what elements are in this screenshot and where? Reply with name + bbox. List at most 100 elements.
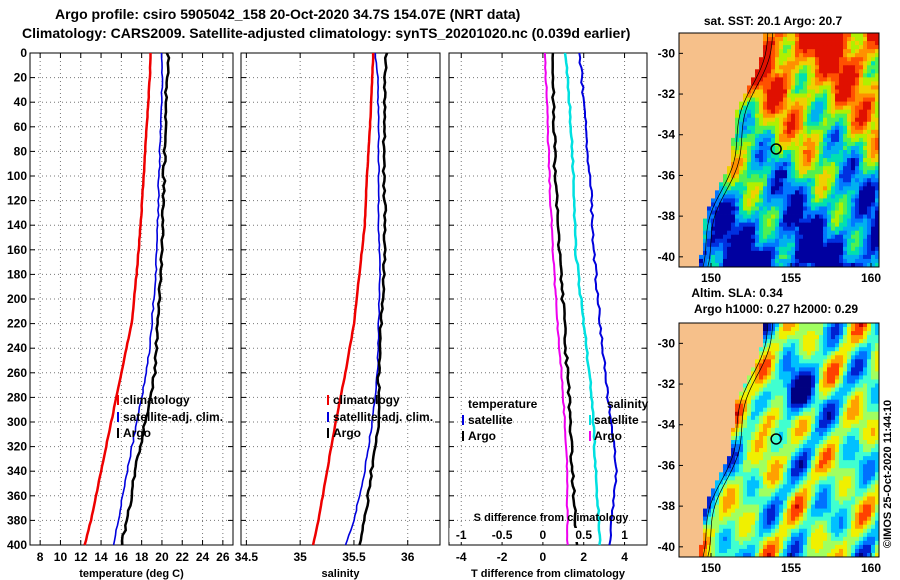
map-cell	[683, 174, 688, 179]
map-cell	[743, 73, 748, 78]
map-cell	[695, 158, 700, 163]
map-cell	[759, 49, 764, 54]
map-cell	[771, 327, 776, 332]
map-cell	[859, 335, 864, 340]
map-cell	[759, 230, 764, 236]
map-cell	[759, 431, 764, 437]
map-cell	[855, 246, 860, 252]
map-cell	[743, 77, 748, 82]
map-cell	[703, 117, 708, 123]
map-cell	[803, 399, 808, 405]
map-cell	[799, 93, 804, 98]
map-cell	[823, 85, 828, 90]
map-cell	[763, 431, 768, 437]
map-cell	[767, 363, 772, 368]
map-cell	[839, 133, 844, 139]
map-cell	[679, 262, 684, 267]
map-cell	[803, 242, 808, 248]
map-cell	[839, 331, 844, 336]
map-cell	[727, 154, 732, 159]
map-cell	[839, 33, 844, 38]
map-cell	[859, 391, 864, 397]
map-cell	[803, 174, 808, 179]
map-cell	[811, 125, 816, 131]
map-cell	[795, 37, 800, 42]
map-cell	[843, 77, 848, 82]
map-cell	[719, 97, 724, 102]
map-cell	[851, 141, 856, 147]
map-cell	[743, 41, 748, 46]
map-cell	[711, 57, 716, 62]
map-cell	[815, 250, 820, 256]
map-cell	[779, 178, 784, 183]
map-cell	[691, 154, 696, 159]
map-cell	[739, 166, 744, 171]
map-cell	[735, 234, 740, 240]
map-cell	[683, 81, 688, 86]
map-cell	[815, 113, 820, 119]
map-cell	[843, 415, 848, 421]
map-cell	[727, 174, 732, 179]
map-cell	[807, 383, 812, 388]
map-cell	[751, 166, 756, 171]
map-cell	[855, 125, 860, 131]
map-cell	[871, 97, 876, 102]
map-cell	[831, 37, 836, 42]
map-cell	[799, 73, 804, 78]
map-cell	[799, 262, 804, 267]
map-cell	[767, 129, 772, 135]
map-cell	[735, 359, 740, 364]
map-cell	[707, 444, 712, 449]
map-cell	[767, 97, 772, 102]
map-y-tick-label: -32	[658, 87, 676, 101]
map-cell	[771, 218, 776, 224]
map-cell	[815, 327, 820, 332]
map-cell	[719, 81, 724, 86]
y-tick-label: 360	[7, 489, 27, 503]
map-cell	[819, 254, 824, 260]
map-cell	[815, 440, 820, 445]
map-cell	[707, 379, 712, 384]
map-cell	[831, 355, 836, 360]
map-cell	[831, 77, 836, 82]
map-cell	[735, 250, 740, 256]
map-cell	[771, 456, 776, 461]
map-cell	[759, 254, 764, 260]
map-cell	[699, 371, 704, 376]
map-cell	[731, 150, 736, 155]
map-cell	[755, 331, 760, 336]
map-cell	[707, 339, 712, 344]
map-cell	[703, 93, 708, 98]
map-cell	[707, 383, 712, 388]
map-cell	[707, 411, 712, 417]
map-cell	[843, 262, 848, 267]
map-cell	[727, 427, 732, 433]
map-cell	[715, 133, 720, 139]
map-cell	[719, 415, 724, 421]
map-cell	[863, 190, 868, 195]
map-cell	[767, 69, 772, 74]
map-cell	[695, 210, 700, 215]
map-cell	[843, 218, 848, 224]
map-cell	[843, 190, 848, 195]
map-cell	[683, 41, 688, 46]
map-cell	[795, 154, 800, 159]
x-tick-label: 24	[196, 550, 210, 564]
map-cell	[867, 415, 872, 421]
map-cell	[839, 77, 844, 82]
map-cell	[847, 222, 852, 228]
map-cell	[855, 331, 860, 336]
map-cell	[735, 448, 740, 453]
map-cells	[679, 323, 879, 557]
map-cell	[707, 456, 712, 461]
map-cell	[819, 391, 824, 397]
map-cell	[711, 85, 716, 90]
map-cell	[679, 323, 684, 328]
map-cell	[771, 250, 776, 256]
map-cell	[731, 411, 736, 417]
map-cell	[799, 327, 804, 332]
map-cell	[691, 238, 696, 244]
bathymetry-contour	[702, 33, 769, 267]
map-cell	[803, 383, 808, 388]
map-cell	[863, 158, 868, 163]
